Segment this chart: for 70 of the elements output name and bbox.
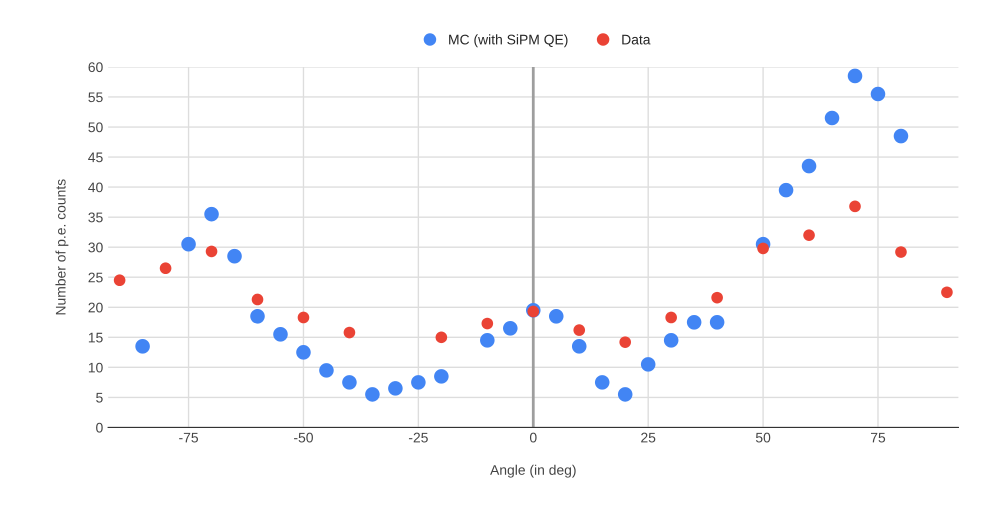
y-tick-label: 60 (88, 62, 103, 72)
point (686, 315, 702, 330)
point (181, 236, 196, 252)
point (482, 318, 494, 330)
point (160, 262, 172, 274)
y-tick-label: 20 (88, 302, 103, 312)
point (344, 326, 356, 338)
point (665, 312, 677, 324)
point (114, 274, 126, 286)
y-tick-label: 35 (88, 212, 103, 222)
point (710, 315, 724, 330)
point (573, 324, 586, 336)
point (252, 294, 264, 306)
point (480, 333, 495, 348)
point (640, 357, 656, 372)
legend-label: MC (with SiPM QE) (449, 34, 568, 48)
x-tick-label: 0 (530, 432, 537, 443)
x-tick-label: -25 (408, 432, 428, 443)
point (618, 387, 632, 402)
x-tick-label: -50 (294, 432, 313, 443)
y-tick-label: 5 (96, 392, 103, 403)
y-tick-label: 25 (88, 272, 103, 282)
point (388, 381, 403, 396)
point (206, 246, 218, 258)
y-tick-label: 55 (88, 92, 103, 102)
point (572, 339, 587, 354)
point (711, 292, 723, 304)
point (296, 345, 311, 360)
point (941, 286, 953, 298)
point (135, 339, 150, 354)
point (824, 110, 840, 126)
point (250, 309, 265, 324)
point (411, 375, 426, 390)
y-tick-label: 30 (88, 242, 103, 252)
point (365, 387, 380, 402)
point (664, 333, 678, 348)
point (849, 200, 861, 212)
point (848, 68, 862, 84)
y-tick-label: 15 (88, 332, 103, 342)
y-tick-label: 45 (88, 152, 103, 162)
y-tick-label: 10 (88, 362, 103, 373)
point (778, 182, 794, 198)
x-axis-title: Angle (in deg) (490, 464, 576, 478)
y-tick-label: 50 (88, 122, 103, 132)
legend-label: Data (622, 34, 650, 44)
point (298, 312, 310, 324)
point (342, 375, 357, 390)
point (619, 336, 632, 348)
point (802, 158, 816, 174)
point (548, 309, 564, 324)
point (204, 206, 219, 222)
point (319, 363, 334, 378)
y-axis-title: Number of p.e. counts (55, 179, 68, 314)
point (273, 327, 288, 342)
point (227, 248, 242, 264)
x-tick-label: 75 (870, 432, 886, 443)
y-tick-label: 0 (96, 422, 103, 433)
point (503, 321, 518, 336)
x-tick-label: 50 (756, 432, 770, 443)
x-tick-label: -75 (179, 432, 198, 443)
point (803, 229, 815, 241)
point (436, 332, 448, 344)
point (594, 375, 610, 390)
x-tick-label: 25 (641, 432, 656, 443)
point (895, 246, 907, 258)
point (757, 242, 769, 254)
point (434, 369, 449, 384)
point (870, 86, 886, 102)
point (894, 128, 908, 144)
y-tick-label: 40 (88, 182, 103, 192)
